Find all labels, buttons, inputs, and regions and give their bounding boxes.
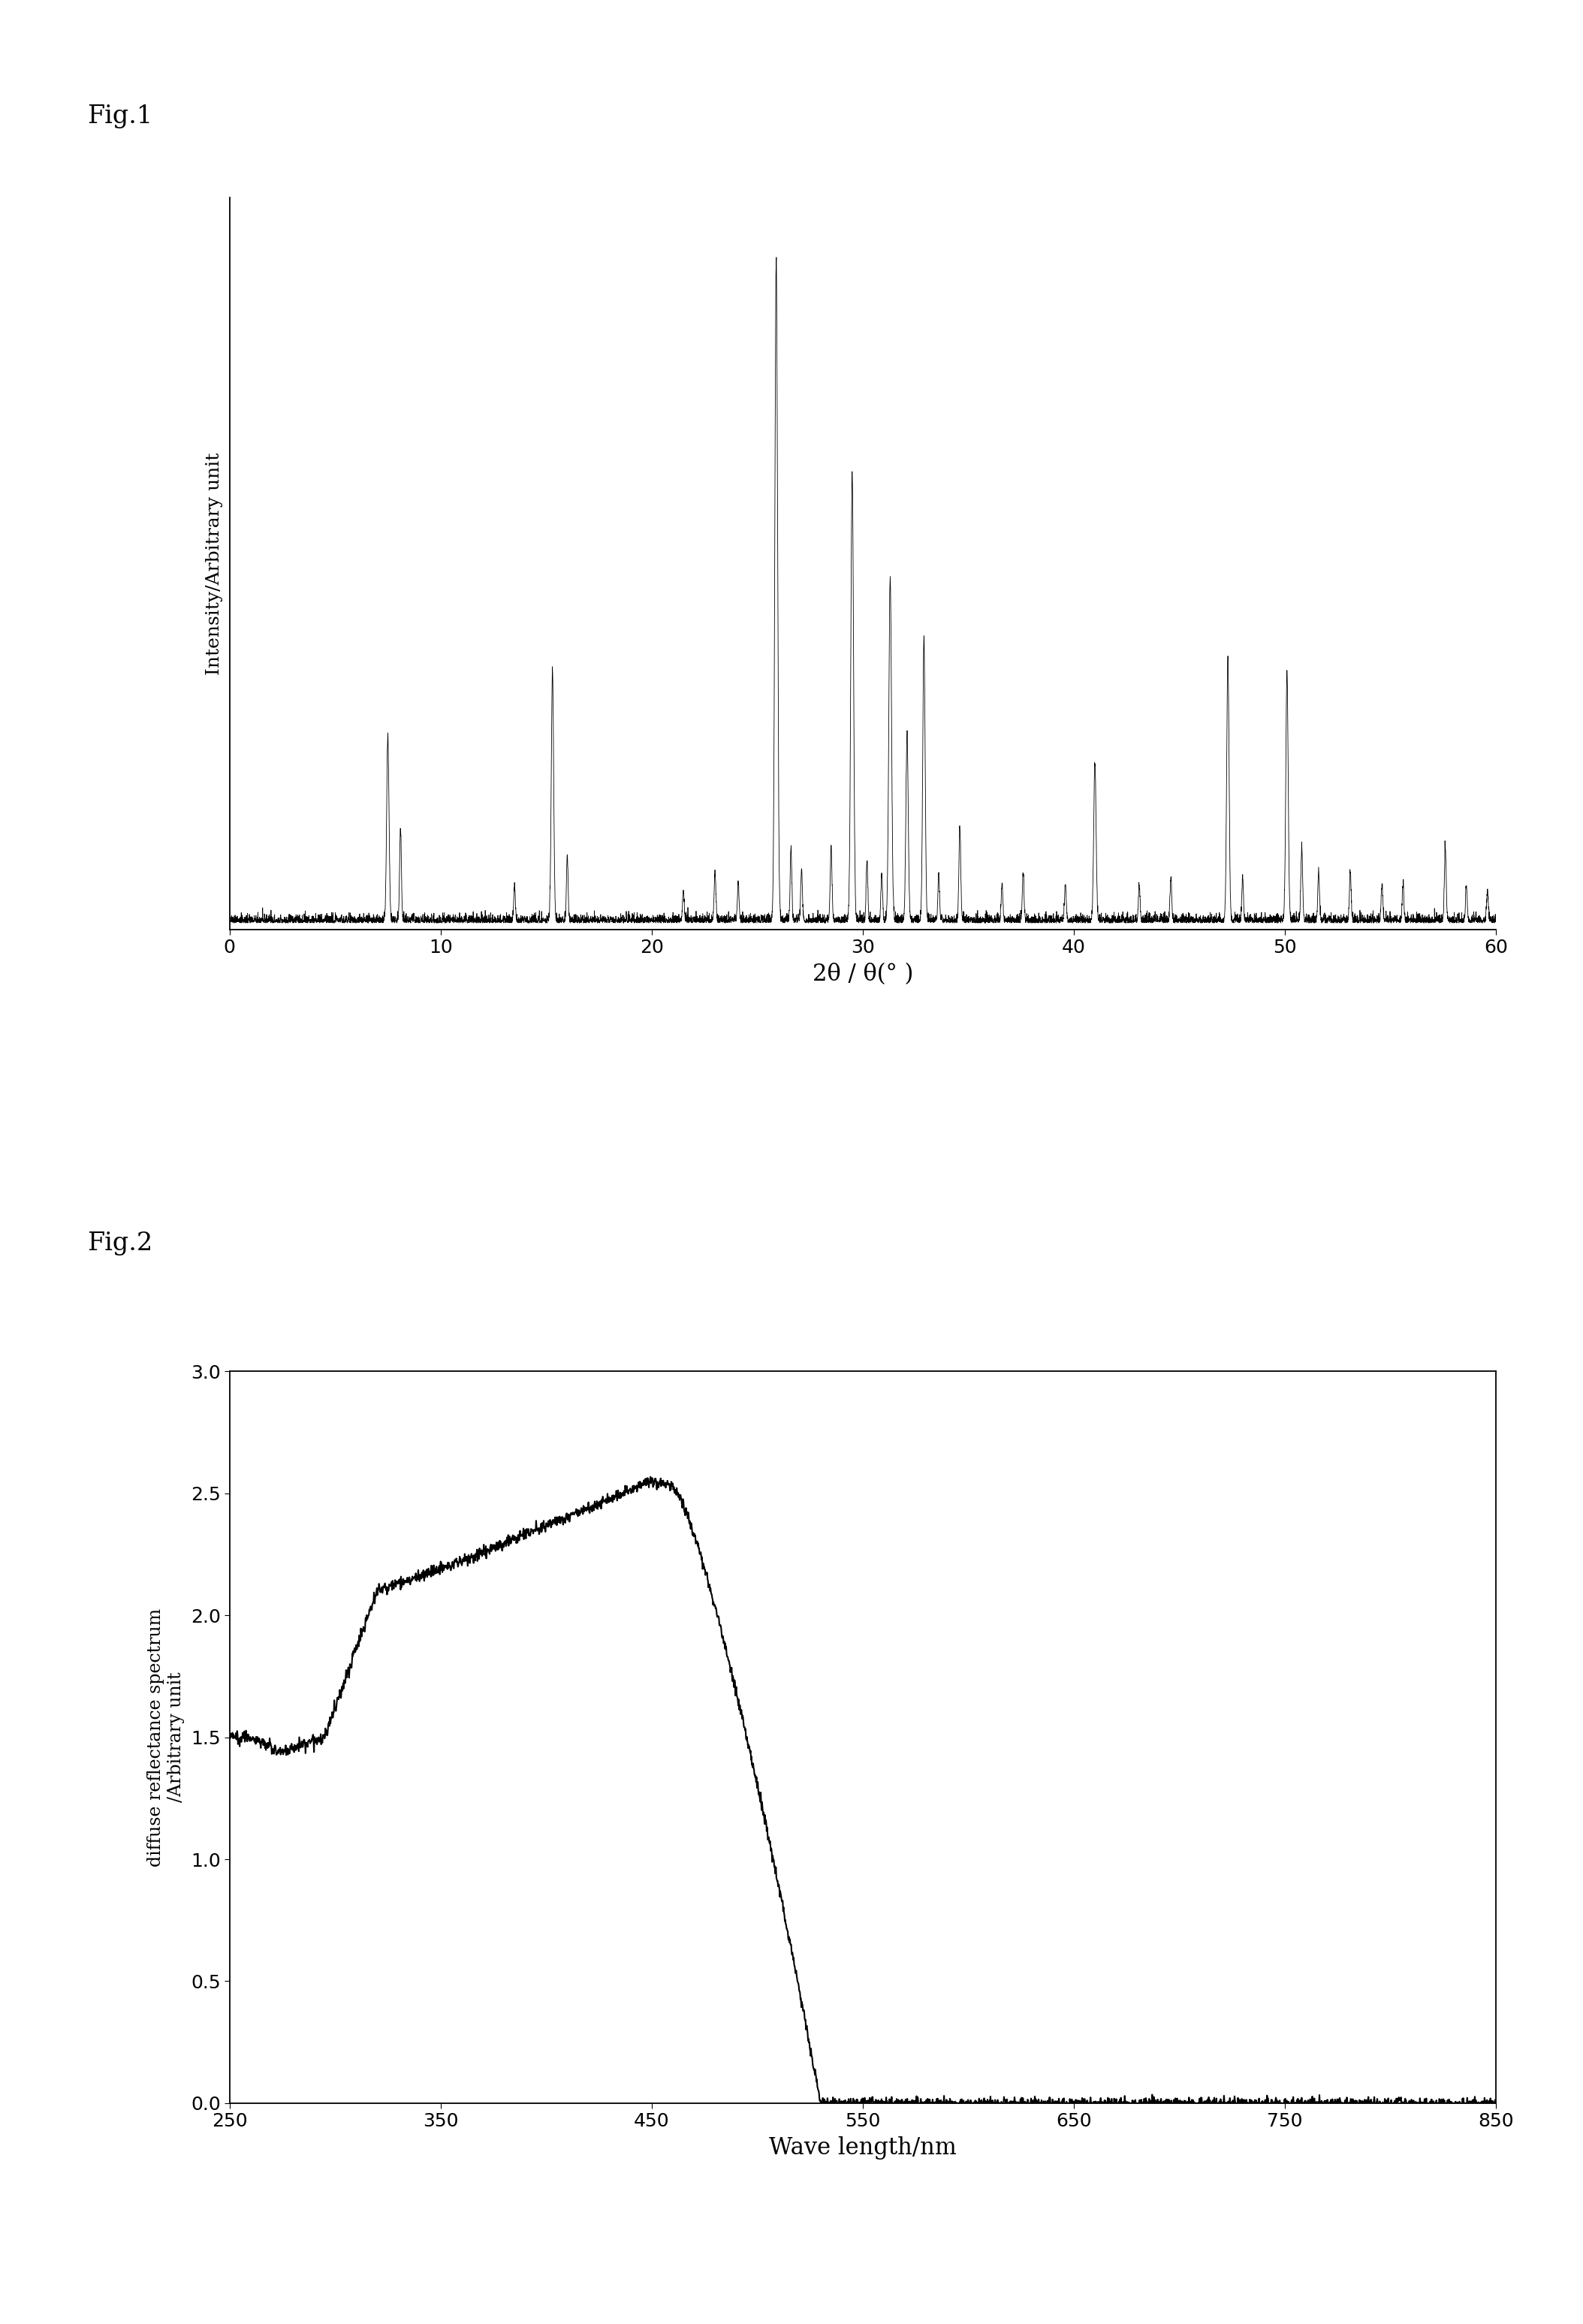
Y-axis label: diffuse reflectance spectrum
/Arbitrary unit: diffuse reflectance spectrum /Arbitrary … bbox=[147, 1608, 185, 1866]
X-axis label: 2θ / θ(° ): 2θ / θ(° ) bbox=[812, 962, 913, 985]
X-axis label: Wave length/nm: Wave length/nm bbox=[769, 2136, 956, 2159]
Text: Fig.1: Fig.1 bbox=[87, 105, 152, 128]
Y-axis label: Intensity/Arbitrary unit: Intensity/Arbitrary unit bbox=[206, 453, 223, 674]
Text: Fig.2: Fig.2 bbox=[87, 1232, 152, 1255]
